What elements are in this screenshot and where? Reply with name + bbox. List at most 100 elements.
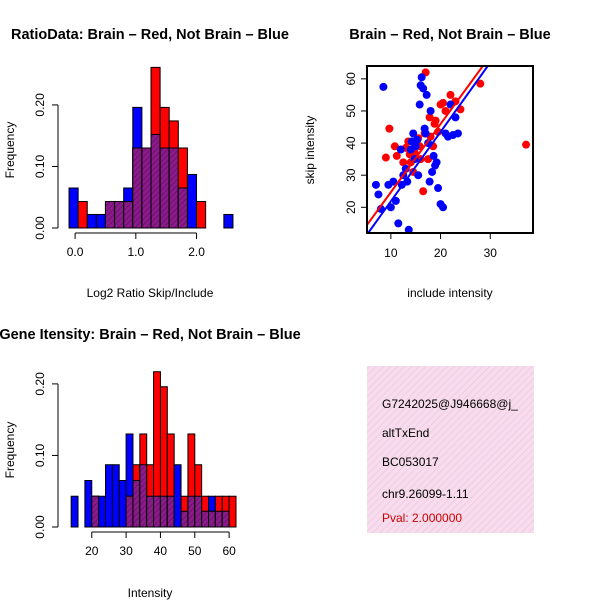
intensity-histogram-bars bbox=[70, 371, 237, 528]
y-tick-label-2: 0.20 bbox=[33, 372, 47, 396]
fit-line-notbrain bbox=[367, 66, 489, 233]
point-brain-0 bbox=[381, 153, 390, 162]
scatter-panel: Brain – Red, Not Brain – Blue 10 20 30 20 30… bbox=[303, 27, 551, 300]
scatter-marks bbox=[367, 66, 531, 233]
point-notbrain-22 bbox=[415, 100, 424, 109]
y-tick-label-1: 0.10 bbox=[33, 443, 47, 467]
bar-overlap-10 bbox=[139, 464, 148, 528]
bar-brain-14 bbox=[196, 201, 207, 229]
intensity-histogram-panel: Gene Itensity: Brain – Red, Not Brain – … bbox=[0, 327, 301, 600]
ratio-histogram-panel: RatioData: Brain – Red, Not Brain – Blue… bbox=[3, 27, 289, 300]
bar-brain-23 bbox=[228, 495, 237, 528]
bar-notbrain-0 bbox=[68, 187, 79, 229]
info-event-id: G7242025@J946668@j_ bbox=[382, 397, 518, 411]
point-brain-28 bbox=[446, 90, 455, 99]
point-notbrain-12 bbox=[401, 164, 410, 173]
x-tick-label-2: 2.0 bbox=[188, 245, 205, 259]
point-brain-23 bbox=[431, 116, 440, 125]
bar-overlap-12 bbox=[177, 187, 188, 229]
point-notbrain-31 bbox=[426, 106, 435, 115]
x-tick-label-3: 50 bbox=[188, 544, 202, 558]
bar-notbrain-13 bbox=[186, 173, 198, 229]
point-notbrain-17 bbox=[409, 129, 418, 138]
x-tick-label-1: 1.0 bbox=[127, 245, 144, 259]
x-tick-label-1: 30 bbox=[119, 544, 133, 558]
scatter-y-tick-label-2: 40 bbox=[344, 136, 358, 150]
intensity-histogram-title: Gene Itensity: Brain – Red, Not Brain – … bbox=[0, 327, 301, 343]
point-brain-26 bbox=[439, 98, 448, 107]
bar-overlap-14 bbox=[166, 495, 175, 528]
y-tick-label-2: 0.20 bbox=[33, 93, 47, 117]
x-tick-label-4: 60 bbox=[222, 544, 236, 558]
point-notbrain-21 bbox=[414, 171, 423, 180]
bar-overlap-17 bbox=[187, 495, 196, 528]
scatter-y-tick-label-3: 50 bbox=[344, 104, 358, 118]
ratio-histogram-ylabel: Frequency bbox=[3, 122, 17, 179]
point-brain-3 bbox=[392, 151, 401, 160]
x-tick-label-2: 40 bbox=[154, 544, 168, 558]
bar-overlap-12 bbox=[153, 495, 161, 528]
scatter-xlabel: include intensity bbox=[407, 286, 492, 300]
info-location: chr9.26099-1.11 bbox=[382, 487, 469, 501]
point-notbrain-38 bbox=[439, 203, 448, 212]
point-notbrain-36 bbox=[434, 184, 443, 193]
scatter-x-tick-label-1: 20 bbox=[434, 246, 448, 260]
ratio-histogram-bars bbox=[68, 66, 234, 229]
point-notbrain-1 bbox=[374, 190, 383, 199]
bar-overlap-22 bbox=[221, 510, 230, 528]
y-tick-label-0: 0.00 bbox=[33, 216, 47, 240]
y-tick-label-1: 0.10 bbox=[33, 154, 47, 178]
point-notbrain-6 bbox=[389, 177, 398, 186]
bar-overlap-6 bbox=[123, 201, 134, 229]
x-tick-label-0: 0.0 bbox=[67, 245, 84, 259]
point-brain-1 bbox=[385, 124, 394, 133]
x-tick-label-0: 20 bbox=[85, 544, 99, 558]
bar-notbrain-6 bbox=[111, 464, 120, 528]
point-notbrain-20 bbox=[413, 135, 422, 144]
info-event-type: altTxEnd bbox=[382, 426, 429, 440]
bar-notbrain-3 bbox=[95, 213, 106, 229]
bar-overlap-3 bbox=[91, 495, 100, 528]
point-notbrain-28 bbox=[422, 90, 431, 99]
info-accession: BC053017 bbox=[382, 455, 439, 469]
scatter-ylabel: skip intensity bbox=[303, 116, 317, 185]
scatter-x-tick-label-2: 30 bbox=[484, 246, 498, 260]
point-notbrain-19 bbox=[411, 142, 420, 151]
bar-overlap-20 bbox=[208, 510, 216, 528]
y-tick-label-0: 0.00 bbox=[33, 515, 47, 539]
bar-notbrain-2 bbox=[84, 479, 93, 528]
intensity-histogram-axes: 20 30 40 50 60 0.00 0.10 0.20 bbox=[33, 372, 236, 558]
scatter-plot-area: 10 20 30 20 30 40 50 60 bbox=[344, 65, 534, 260]
intensity-histogram-ylabel: Frequency bbox=[3, 422, 17, 479]
info-pval: Pval: 2.000000 bbox=[382, 511, 462, 525]
scatter-title: Brain – Red, Not Brain – Blue bbox=[349, 27, 550, 43]
fit-line-brain bbox=[367, 66, 484, 226]
intensity-histogram-xlabel: Intensity bbox=[128, 586, 173, 600]
bar-overlap-13 bbox=[159, 495, 168, 528]
bar-overlap-16 bbox=[180, 510, 189, 528]
bar-notbrain-2 bbox=[86, 213, 97, 229]
bar-overlap-11 bbox=[168, 147, 179, 229]
bar-notbrain-17 bbox=[223, 213, 234, 229]
bar-notbrain-7 bbox=[118, 479, 127, 528]
bar-notbrain-4 bbox=[98, 495, 106, 528]
bar-overlap-4 bbox=[104, 201, 116, 229]
point-brain-4 bbox=[399, 158, 408, 167]
point-notbrain-9 bbox=[396, 145, 405, 154]
bar-brain-1 bbox=[77, 201, 88, 229]
ratio-histogram-xlabel: Log2 Ratio Skip/Include bbox=[87, 286, 214, 300]
point-notbrain-27 bbox=[421, 129, 430, 138]
bar-overlap-21 bbox=[214, 510, 223, 528]
bar-notbrain-0 bbox=[70, 495, 79, 528]
point-brain-32 bbox=[522, 140, 531, 149]
point-notbrain-3 bbox=[379, 82, 388, 91]
bar-overlap-19 bbox=[201, 510, 210, 528]
point-notbrain-0 bbox=[371, 180, 380, 189]
bar-overlap-10 bbox=[159, 147, 170, 229]
point-notbrain-7 bbox=[391, 196, 400, 205]
point-notbrain-30 bbox=[425, 177, 434, 186]
point-brain-15 bbox=[419, 187, 428, 196]
point-notbrain-33 bbox=[429, 151, 438, 160]
ratio-histogram-title: RatioData: Brain – Red, Not Brain – Blue bbox=[11, 27, 289, 43]
